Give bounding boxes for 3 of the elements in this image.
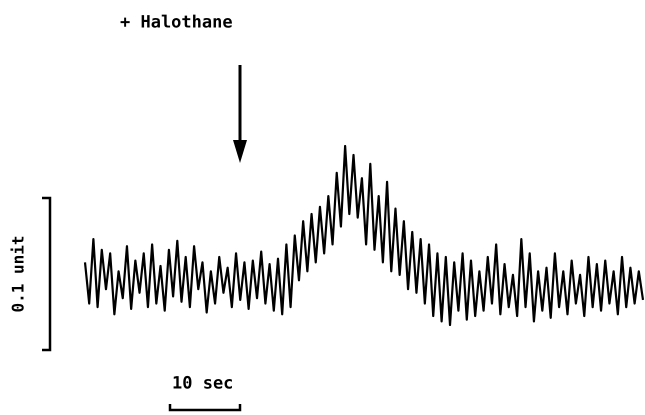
text: 10 sec [172,374,234,394]
text: + Halothane [120,12,233,32]
text: 0.1 unit [8,235,28,313]
